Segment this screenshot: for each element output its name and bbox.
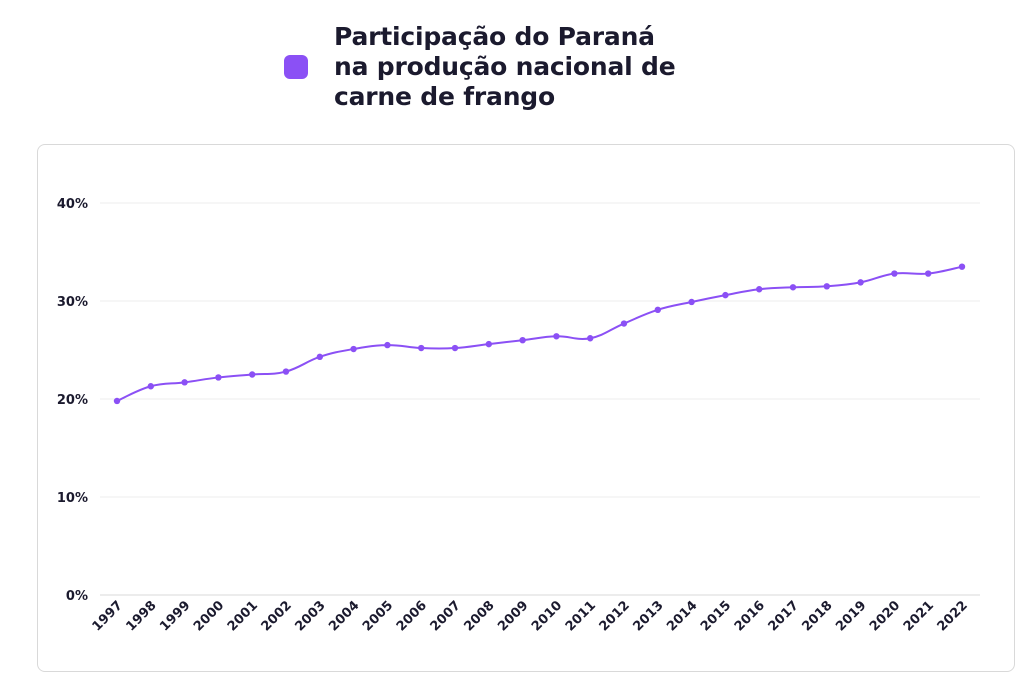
x-tick-label: 2017 xyxy=(766,598,802,634)
x-tick-label: 2014 xyxy=(664,598,700,634)
x-tick-label: 2021 xyxy=(901,598,937,634)
legend: Participação do Paraná na produção nacio… xyxy=(284,22,694,112)
x-tick-label: 2008 xyxy=(461,598,497,634)
legend-label: Participação do Paraná na produção nacio… xyxy=(334,22,676,111)
data-point[interactable] xyxy=(451,344,459,352)
data-point[interactable] xyxy=(215,374,222,381)
data-point[interactable] xyxy=(756,286,763,293)
data-point[interactable] xyxy=(384,341,391,349)
data-point[interactable] xyxy=(113,397,121,405)
x-tick-label: 2005 xyxy=(360,598,396,634)
x-tick-label: 2000 xyxy=(191,598,227,634)
x-tick-label: 2015 xyxy=(698,598,734,634)
data-point[interactable] xyxy=(553,333,560,340)
data-point[interactable] xyxy=(722,291,729,299)
x-tick-label: 2016 xyxy=(732,598,768,634)
y-axis-ticks: 0% 10% 20% 30% 40% xyxy=(57,197,88,604)
data-point[interactable] xyxy=(857,279,864,286)
data-point[interactable] xyxy=(688,298,695,306)
y-tick-label: 10% xyxy=(57,491,88,506)
series-line xyxy=(116,265,963,402)
data-point[interactable] xyxy=(958,263,966,270)
x-tick-label: 2001 xyxy=(225,598,261,634)
x-tick-label: 2004 xyxy=(326,598,362,634)
data-point[interactable] xyxy=(620,320,628,327)
chart-card xyxy=(37,144,1015,672)
y-tick-label: 20% xyxy=(57,393,88,408)
series-layer xyxy=(113,263,966,405)
x-tick-label: 1997 xyxy=(90,598,126,634)
x-tick-label: 1999 xyxy=(157,598,193,634)
data-point[interactable] xyxy=(350,345,357,353)
x-tick-label: 2006 xyxy=(394,598,430,634)
data-point[interactable] xyxy=(418,344,425,352)
y-tick-label: 0% xyxy=(66,589,88,604)
data-point[interactable] xyxy=(823,283,830,290)
x-tick-label: 2009 xyxy=(495,598,531,634)
data-point[interactable] xyxy=(654,306,661,314)
x-tick-label: 2020 xyxy=(867,598,903,634)
data-point[interactable] xyxy=(316,353,323,361)
data-point[interactable] xyxy=(485,340,492,348)
x-tick-label: 2011 xyxy=(563,598,599,634)
grid-lines xyxy=(100,202,980,596)
legend-swatch xyxy=(284,55,308,79)
data-point[interactable] xyxy=(519,337,526,344)
x-tick-label: 2012 xyxy=(597,598,633,634)
x-tick-label: 2022 xyxy=(935,598,971,634)
data-point[interactable] xyxy=(587,335,594,342)
x-tick-label: 2013 xyxy=(630,598,666,634)
x-axis-ticks: 1997199819992000200120022003200420052006… xyxy=(90,598,971,634)
y-tick-label: 30% xyxy=(57,295,88,310)
data-point[interactable] xyxy=(925,270,932,277)
data-point[interactable] xyxy=(147,383,154,390)
data-point[interactable] xyxy=(181,379,188,386)
data-point[interactable] xyxy=(891,270,898,277)
x-tick-label: 2003 xyxy=(292,598,328,634)
x-tick-label: 2007 xyxy=(428,598,464,634)
x-tick-label: 2018 xyxy=(799,598,835,634)
y-tick-label: 40% xyxy=(57,197,88,212)
x-tick-label: 1998 xyxy=(123,598,159,634)
data-point[interactable] xyxy=(282,368,290,375)
data-point[interactable] xyxy=(249,371,256,378)
x-tick-label: 2002 xyxy=(259,598,295,634)
data-point[interactable] xyxy=(789,284,797,291)
x-tick-label: 2019 xyxy=(833,598,869,634)
x-tick-label: 2010 xyxy=(529,598,565,634)
